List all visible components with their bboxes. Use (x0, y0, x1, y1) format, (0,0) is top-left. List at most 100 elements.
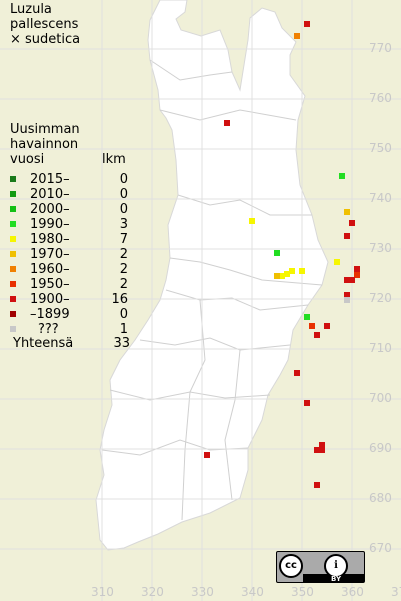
legend-swatch (10, 251, 16, 257)
legend-period-label: 1990– (30, 217, 70, 232)
observation-marker (274, 273, 280, 279)
y-tick-label: 720 (369, 291, 392, 305)
x-tick-label: 370 (391, 585, 401, 599)
legend-swatch (10, 326, 16, 332)
observation-marker (309, 323, 315, 329)
legend-swatch (10, 296, 16, 302)
title-line-2: pallescens (10, 17, 79, 32)
legend-heading-3: vuosi (10, 152, 45, 167)
title-line-3: × sudetica (10, 32, 81, 47)
legend-heading-2: havainnon (10, 137, 79, 152)
y-tick-label: 690 (369, 441, 392, 455)
legend-count: 0 (119, 307, 128, 322)
observation-marker (324, 323, 330, 329)
observation-marker (354, 266, 360, 272)
legend-swatch (10, 191, 16, 197)
observation-marker (314, 447, 320, 453)
legend-count: 3 (119, 217, 128, 232)
observation-marker (249, 218, 255, 224)
legend-swatch (10, 221, 16, 227)
species-title: Luzula pallescens × sudetica (10, 2, 80, 47)
legend-period-label: 2010– (30, 187, 70, 202)
legend-heading-1: Uusimman (10, 122, 80, 137)
legend-count: 0 (119, 172, 128, 187)
legend-heading: Uusimman havainnon vuosi (10, 122, 80, 167)
legend-count: 2 (119, 262, 128, 277)
legend-count: 2 (119, 247, 128, 262)
observation-marker (344, 292, 350, 298)
total-count: 33 (113, 336, 130, 351)
observation-marker (344, 209, 350, 215)
cc-license-badge[interactable]: cc i BY (276, 551, 365, 583)
y-tick-label: 740 (369, 191, 392, 205)
legend-row: –1899 0 (10, 307, 130, 322)
observation-marker (334, 259, 340, 265)
legend-row: 1970– 2 (10, 247, 130, 262)
observation-marker (349, 220, 355, 226)
region-borders (101, 59, 323, 521)
legend-row: 2000– 0 (10, 202, 130, 217)
x-tick-label: 360 (341, 585, 364, 599)
legend-count: 0 (119, 187, 128, 202)
observation-marker (304, 400, 310, 406)
legend-count: 1 (119, 322, 128, 337)
observation-marker (299, 268, 305, 274)
attribution-icon: i (324, 554, 348, 578)
observation-marker (339, 173, 345, 179)
observation-marker (349, 277, 355, 283)
legend-swatch (10, 236, 16, 242)
y-tick-label: 670 (369, 541, 392, 555)
observation-marker (319, 447, 325, 453)
legend-row: 1960– 2 (10, 262, 130, 277)
title-line-1: Luzula (10, 2, 52, 17)
legend-period-label: 1900– (30, 292, 70, 307)
by-label: BY (331, 575, 342, 583)
legend-period-label: ??? (38, 322, 59, 337)
legend-period-label: 1970– (30, 247, 70, 262)
observation-marker (344, 277, 350, 283)
observation-marker (319, 442, 325, 448)
observation-marker (294, 370, 300, 376)
observation-marker (304, 314, 310, 320)
land-shape (95, 0, 329, 551)
observation-marker (344, 233, 350, 239)
legend-period-label: 1950– (30, 277, 70, 292)
legend-total: Yhteensä 33 (13, 336, 130, 351)
legend-row: 2010– 0 (10, 187, 130, 202)
x-tick-label: 350 (291, 585, 314, 599)
total-label: Yhteensä (13, 336, 74, 351)
y-tick-label: 750 (369, 141, 392, 155)
y-tick-label: 700 (369, 391, 392, 405)
y-tick-label: 730 (369, 241, 392, 255)
y-tick-label: 680 (369, 491, 392, 505)
legend-period-label: 1980– (30, 232, 70, 247)
observation-marker (279, 273, 285, 279)
legend-row: 1900– 16 (10, 292, 130, 307)
observation-marker (274, 250, 280, 256)
license-strip (303, 574, 364, 582)
legend-period-label: 1960– (30, 262, 70, 277)
observation-marker (344, 297, 350, 303)
legend-count-heading: lkm (102, 152, 126, 167)
observation-points (204, 21, 360, 488)
x-tick-label: 320 (141, 585, 164, 599)
observation-marker (354, 272, 360, 278)
legend-row: 2015– 0 (10, 172, 130, 187)
legend-period-label: –1899 (30, 307, 70, 322)
legend-swatch (10, 176, 16, 182)
x-tick-label: 340 (241, 585, 264, 599)
legend-period-label: 2000– (30, 202, 70, 217)
y-tick-label: 710 (369, 341, 392, 355)
legend-swatch (10, 281, 16, 287)
observation-marker (224, 120, 230, 126)
legend-count: 16 (111, 292, 128, 307)
y-tick-label: 760 (369, 91, 392, 105)
observation-marker (289, 268, 295, 274)
y-tick-label: 770 (369, 41, 392, 55)
x-tick-label: 310 (91, 585, 114, 599)
legend-swatch (10, 206, 16, 212)
finland-land (95, 0, 329, 551)
